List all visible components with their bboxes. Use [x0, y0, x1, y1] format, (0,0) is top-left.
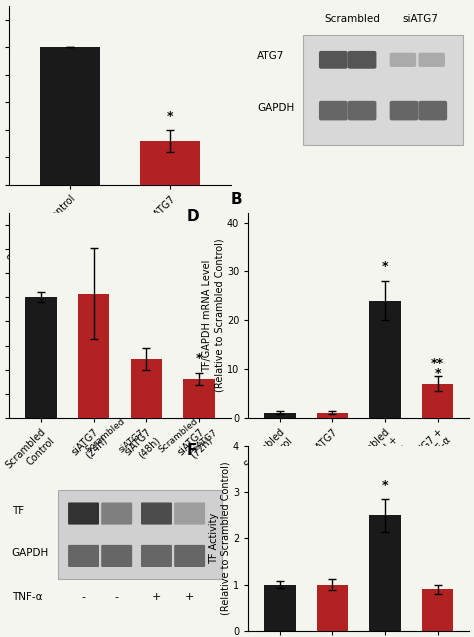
FancyBboxPatch shape [319, 101, 348, 120]
Text: -: - [82, 592, 85, 603]
Bar [40, 48, 100, 185]
Bar [183, 379, 215, 418]
Text: *: * [196, 352, 202, 365]
Text: *: * [382, 260, 388, 273]
FancyBboxPatch shape [303, 35, 463, 145]
Bar [140, 141, 201, 185]
Bar [422, 383, 454, 418]
FancyBboxPatch shape [141, 503, 172, 525]
Text: ATG7: ATG7 [257, 51, 284, 61]
FancyBboxPatch shape [68, 503, 99, 525]
Text: *: * [167, 110, 173, 122]
Text: siATG7: siATG7 [117, 428, 146, 455]
Y-axis label: TF/GAPDH mRNA Level
(Relative to Scrambled Control): TF/GAPDH mRNA Level (Relative to Scrambl… [202, 239, 224, 392]
Bar [25, 297, 57, 418]
Bar [369, 301, 401, 418]
FancyBboxPatch shape [68, 545, 99, 567]
Text: **: ** [431, 357, 444, 370]
FancyBboxPatch shape [419, 53, 445, 67]
Text: Scrambled: Scrambled [83, 417, 127, 455]
FancyBboxPatch shape [101, 503, 132, 525]
Text: Scrambled: Scrambled [324, 14, 380, 24]
FancyBboxPatch shape [348, 101, 376, 120]
Bar [130, 359, 162, 418]
Bar [78, 294, 109, 418]
Text: *: * [382, 479, 388, 492]
Text: +: + [152, 592, 161, 603]
FancyBboxPatch shape [348, 51, 376, 69]
FancyBboxPatch shape [390, 53, 416, 67]
FancyBboxPatch shape [419, 101, 447, 120]
Text: TNF-α: TNF-α [12, 592, 42, 603]
Bar [264, 585, 296, 631]
Bar [369, 515, 401, 631]
Bar [264, 413, 296, 418]
FancyBboxPatch shape [101, 545, 132, 567]
FancyBboxPatch shape [319, 51, 348, 69]
Text: Scrambled: Scrambled [156, 417, 200, 455]
FancyBboxPatch shape [390, 101, 419, 120]
Text: siATG7: siATG7 [403, 14, 438, 24]
Bar [317, 413, 348, 418]
Text: D: D [186, 209, 199, 224]
Text: *: * [435, 368, 441, 380]
FancyBboxPatch shape [174, 545, 205, 567]
Text: GAPDH: GAPDH [257, 103, 294, 113]
Y-axis label: TF Activity
(Relative to Scrambled Control): TF Activity (Relative to Scrambled Contr… [209, 462, 230, 615]
Text: B: B [230, 192, 242, 206]
Text: -: - [115, 592, 118, 603]
Text: +: + [185, 592, 194, 603]
Bar [422, 589, 454, 631]
Bar [317, 585, 348, 631]
Text: TF: TF [12, 506, 24, 516]
Text: F: F [186, 443, 197, 457]
FancyBboxPatch shape [141, 545, 172, 567]
FancyBboxPatch shape [174, 503, 205, 525]
FancyBboxPatch shape [58, 490, 222, 579]
Text: GAPDH: GAPDH [12, 548, 49, 558]
Text: siATG7: siATG7 [190, 428, 219, 455]
